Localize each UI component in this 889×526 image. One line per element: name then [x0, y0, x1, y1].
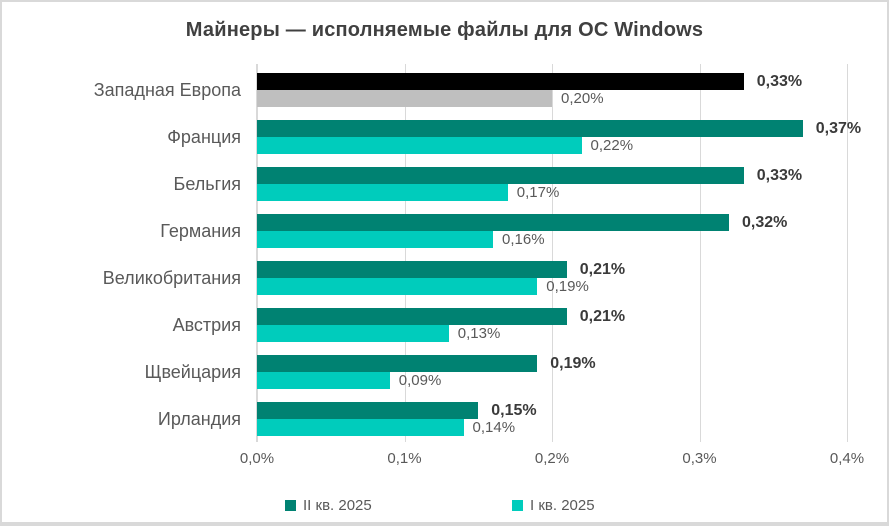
legend-swatch-icon [285, 500, 296, 511]
value-label: 0,21% [579, 308, 626, 325]
x-tick-label: 0,4% [829, 450, 865, 467]
gridline-0,3% [699, 64, 701, 442]
chart-title: Майнеры — исполняемые файлы для ОС Windo… [185, 19, 704, 41]
bar-q1 [257, 137, 582, 154]
bar-q2 [257, 73, 744, 90]
bar-track: 0,33% [257, 73, 847, 90]
x-tick-label: 0,0% [239, 450, 275, 467]
bar-track: 0,13% [257, 325, 847, 342]
category-label: Великобритания [102, 268, 241, 288]
bar-group: Щвейцария 0,19% 0,09% [145, 355, 847, 389]
bar-track: 0,16% [257, 231, 847, 248]
bar-group: Франция 0,37% 0,22% [167, 120, 861, 154]
bar-track: 0,20% [257, 90, 847, 107]
value-label: 0,19% [546, 278, 589, 295]
bar-track: 0,32% [257, 214, 847, 231]
bar-track: 0,19% [257, 355, 847, 372]
bar-group: Германия 0,32% 0,16% [160, 214, 847, 248]
bar-track: 0,15% [257, 402, 847, 419]
bar-q2 [257, 308, 567, 325]
value-label: 0,15% [491, 402, 537, 419]
bar-track: 0,09% [257, 372, 847, 389]
value-label: 0,16% [502, 231, 545, 248]
bar-q2 [257, 167, 744, 184]
bar-group: Ирландия 0,15% 0,14% [158, 402, 847, 436]
bar-q1 [257, 90, 552, 107]
category-label: Щвейцария [144, 362, 241, 382]
bar-rows: Западная Европа 0,33% 0,20% Франция 0,37% 0,2… [94, 73, 861, 449]
legend: II кв. 2025 I кв. 2025 [2, 498, 887, 516]
plot-area: Западная Европа 0,33% 0,20% Франция 0,37% 0,2… [94, 64, 861, 442]
bar-q2 [257, 120, 803, 137]
bar-track: 0,17% [257, 184, 847, 201]
value-label: 0,37% [815, 120, 862, 137]
value-label: 0,09% [398, 372, 442, 389]
category-label: Австрия [172, 315, 241, 335]
legend-label: II кв. 2025 [303, 497, 372, 514]
x-tick-label: 0,2% [534, 450, 570, 467]
value-label: 0,21% [579, 261, 626, 278]
value-label: 0,22% [590, 137, 634, 154]
bar-group: Великобритания 0,21% 0,19% [103, 261, 847, 295]
bar-group: Австрия 0,21% 0,13% [173, 308, 847, 342]
category-label: Ирландия [157, 409, 241, 429]
category-label: Западная Европа [93, 80, 241, 100]
value-label: 0,32% [742, 214, 788, 231]
bar-track: 0,21% [257, 308, 847, 325]
bar-q2 [257, 402, 479, 419]
value-label: 0,17% [516, 184, 560, 201]
gridline-0,4% [847, 64, 848, 442]
value-label: 0,19% [550, 355, 596, 372]
gridline-0,1% [404, 64, 406, 442]
legend-swatch-icon [512, 500, 523, 511]
bar-q1 [257, 372, 390, 389]
value-label: 0,20% [561, 90, 604, 107]
value-label: 0,33% [756, 167, 803, 184]
bar-q1 [257, 325, 449, 342]
legend-item: II кв. 2025 [285, 498, 372, 513]
gridline-0,0% [256, 64, 258, 442]
bar-track: 0,33% [257, 167, 847, 184]
bar-q2 [257, 214, 729, 231]
bar-track: 0,14% [257, 419, 847, 436]
category-label: Франция [167, 127, 241, 147]
value-label: 0,13% [457, 325, 501, 342]
legend-label: I кв. 2025 [530, 497, 595, 514]
value-label: 0,33% [756, 73, 803, 90]
bar-track: 0,19% [257, 278, 847, 295]
bar-group: Западная Европа 0,33% 0,20% [94, 73, 847, 107]
bar-q1 [257, 278, 538, 295]
bar-q1 [257, 184, 508, 201]
x-tick-label: 0,3% [682, 450, 717, 467]
bar-track: 0,37% [257, 120, 861, 137]
x-axis: 0,0% 0,1% 0,2% 0,3% 0,4% [240, 450, 864, 470]
bar-q1 [257, 231, 493, 248]
bar-q1 [257, 419, 464, 436]
x-tick-label: 0,1% [387, 450, 422, 467]
bar-track: 0,22% [257, 137, 847, 154]
category-label: Германия [160, 221, 241, 241]
legend-item: I кв. 2025 [512, 498, 595, 513]
gridline-0,2% [552, 64, 553, 442]
category-label: Бельгия [173, 174, 241, 194]
bar-track: 0,21% [257, 261, 847, 278]
bar-group: Бельгия 0,33% 0,17% [174, 167, 847, 201]
bar-q2 [257, 261, 567, 278]
bar-q2 [257, 355, 538, 372]
value-label: 0,14% [472, 419, 516, 436]
